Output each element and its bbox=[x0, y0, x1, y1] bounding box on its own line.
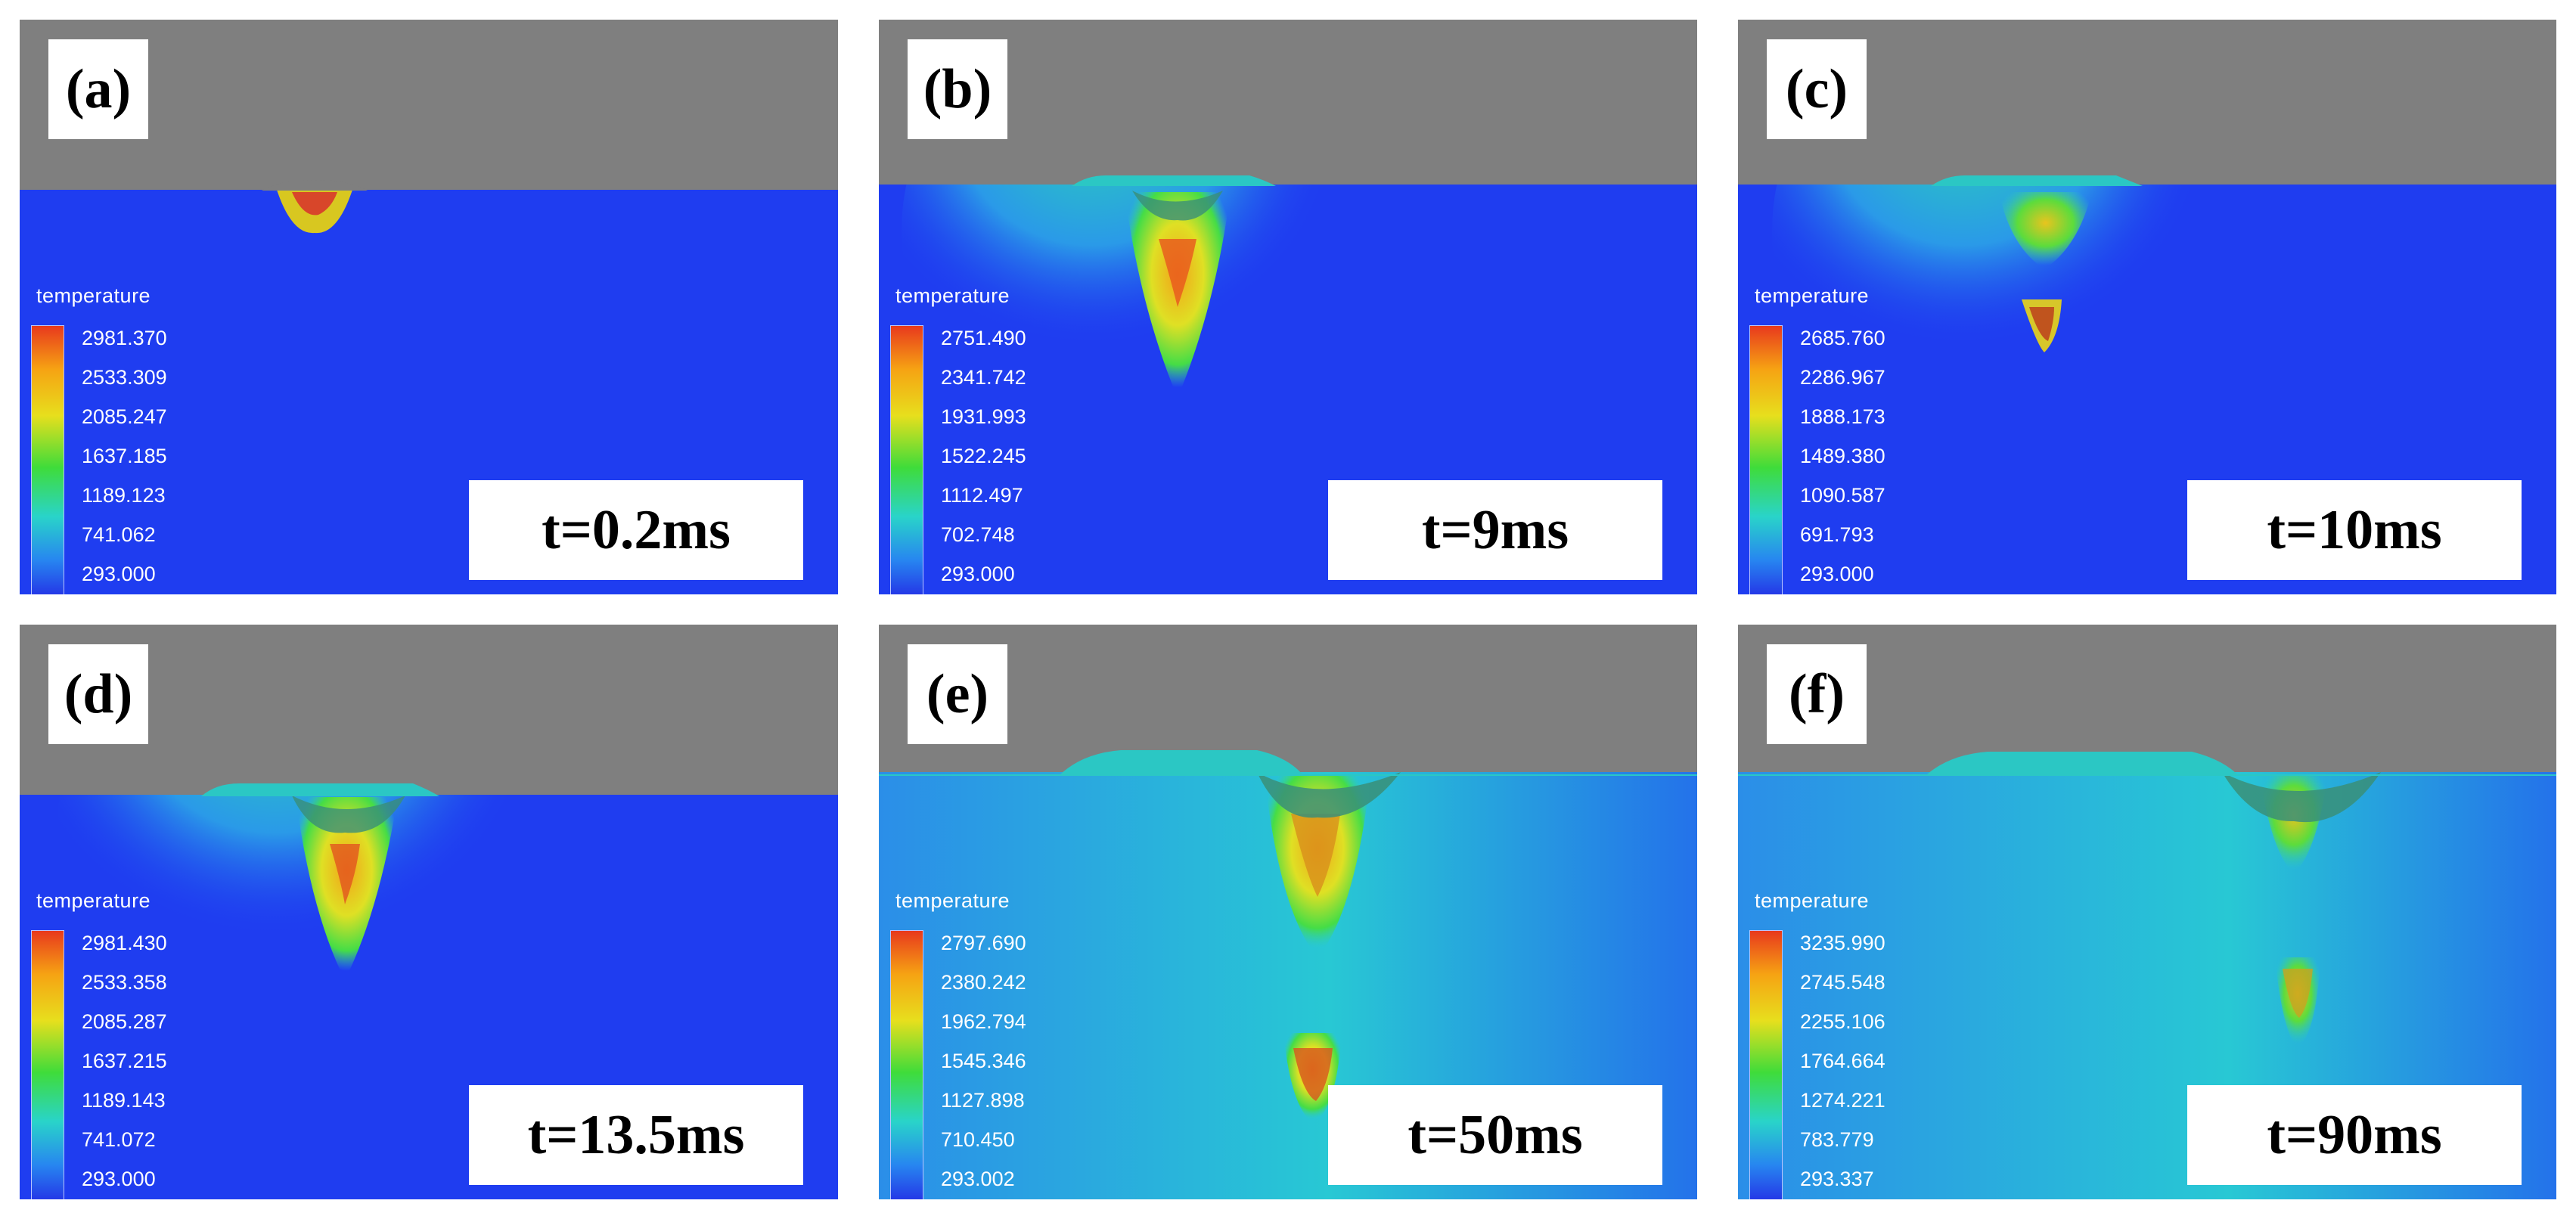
panel-c: (c) temperature 2685.760 2286.967 1888.1… bbox=[1738, 20, 2556, 594]
time-label: t=0.2ms bbox=[469, 480, 803, 580]
time-label: t=13.5ms bbox=[469, 1085, 803, 1185]
colorbar-tick: 1888.173 bbox=[1800, 405, 1885, 428]
colorbar-tick: 1637.215 bbox=[82, 1050, 167, 1072]
colorbar-tick: 293.337 bbox=[1800, 1168, 1874, 1190]
colorbar-tick: 293.000 bbox=[1800, 563, 1874, 585]
time-label: t=10ms bbox=[2187, 480, 2522, 580]
colorbar-tick: 2085.247 bbox=[82, 405, 167, 428]
colorbar-tick: 1090.587 bbox=[1800, 484, 1885, 507]
colorbar-tick: 293.000 bbox=[82, 1168, 156, 1190]
legend-title: temperature bbox=[895, 284, 1010, 307]
temperature-colorbar bbox=[31, 930, 64, 1199]
temperature-colorbar bbox=[890, 930, 923, 1199]
colorbar-tick: 2751.490 bbox=[941, 327, 1026, 349]
colorbar-tick: 1545.346 bbox=[941, 1050, 1026, 1072]
colorbar-tick: 1127.898 bbox=[941, 1089, 1025, 1112]
colorbar-tick: 783.779 bbox=[1800, 1128, 1874, 1151]
colorbar-tick: 2286.967 bbox=[1800, 366, 1885, 389]
colorbar-tick: 2533.309 bbox=[82, 366, 167, 389]
simulation-field-c bbox=[1738, 20, 2556, 594]
temperature-colorbar bbox=[31, 325, 64, 594]
colorbar-tick: 1962.794 bbox=[941, 1010, 1026, 1033]
colorbar-tick: 710.450 bbox=[941, 1128, 1015, 1151]
colorbar-tick: 2685.760 bbox=[1800, 327, 1885, 349]
colorbar-tick: 3235.990 bbox=[1800, 932, 1885, 954]
colorbar-tick: 741.062 bbox=[82, 523, 156, 546]
panel-letter: (b) bbox=[908, 39, 1007, 139]
colorbar-tick: 2255.106 bbox=[1800, 1010, 1885, 1033]
colorbar-tick: 2380.242 bbox=[941, 971, 1026, 994]
legend-title: temperature bbox=[36, 889, 151, 912]
panel-e: (e) temperature 2797.690 2380.242 1962.7… bbox=[879, 625, 1697, 1199]
panel-d: (d) temperature 2981.430 2533.358 2085.2… bbox=[20, 625, 838, 1199]
colorbar-tick: 293.000 bbox=[941, 563, 1015, 585]
legend-title: temperature bbox=[895, 889, 1010, 912]
colorbar-tick: 2981.370 bbox=[82, 327, 167, 349]
panel-f: (f) temperature 3235.990 2745.548 2255.1… bbox=[1738, 625, 2556, 1199]
colorbar-tick: 293.002 bbox=[941, 1168, 1015, 1190]
temperature-colorbar bbox=[890, 325, 923, 594]
colorbar-tick: 1274.221 bbox=[1800, 1089, 1885, 1112]
colorbar-tick: 2797.690 bbox=[941, 932, 1026, 954]
colorbar-tick: 1522.245 bbox=[941, 445, 1026, 467]
time-label: t=90ms bbox=[2187, 1085, 2522, 1185]
temperature-colorbar bbox=[1749, 325, 1783, 594]
simulation-field-b bbox=[879, 20, 1697, 594]
legend-title: temperature bbox=[1755, 284, 1870, 307]
temperature-colorbar bbox=[1749, 930, 1783, 1199]
colorbar-tick: 2085.287 bbox=[82, 1010, 167, 1033]
panel-letter: (a) bbox=[48, 39, 148, 139]
panel-letter: (c) bbox=[1767, 39, 1867, 139]
legend-title: temperature bbox=[36, 284, 151, 307]
colorbar-tick: 293.000 bbox=[82, 563, 156, 585]
colorbar-tick: 2745.548 bbox=[1800, 971, 1885, 994]
colorbar-tick: 1112.497 bbox=[941, 484, 1023, 507]
colorbar-tick: 2981.430 bbox=[82, 932, 167, 954]
simulation-field-e bbox=[879, 625, 1697, 1199]
time-label: t=9ms bbox=[1328, 480, 1662, 580]
panel-letter: (e) bbox=[908, 644, 1007, 744]
colorbar-tick: 1189.123 bbox=[82, 484, 166, 507]
colorbar-tick: 1489.380 bbox=[1800, 445, 1885, 467]
colorbar-tick: 691.793 bbox=[1800, 523, 1874, 546]
colorbar-tick: 2533.358 bbox=[82, 971, 167, 994]
colorbar-tick: 1764.664 bbox=[1800, 1050, 1885, 1072]
colorbar-tick: 1189.143 bbox=[82, 1089, 166, 1112]
simulation-field-a bbox=[20, 20, 838, 594]
panel-letter: (d) bbox=[48, 644, 148, 744]
colorbar-tick: 702.748 bbox=[941, 523, 1015, 546]
colorbar-tick: 2341.742 bbox=[941, 366, 1026, 389]
time-label: t=50ms bbox=[1328, 1085, 1662, 1185]
panel-b: (b) temperature 2751.490 2341.742 1931.9… bbox=[879, 20, 1697, 594]
panel-letter: (f) bbox=[1767, 644, 1867, 744]
panel-a: (a) temperature 2981.370 2533.309 2085.2… bbox=[20, 20, 838, 594]
colorbar-tick: 1637.185 bbox=[82, 445, 167, 467]
colorbar-tick: 1931.993 bbox=[941, 405, 1026, 428]
legend-title: temperature bbox=[1755, 889, 1870, 912]
colorbar-tick: 741.072 bbox=[82, 1128, 156, 1151]
